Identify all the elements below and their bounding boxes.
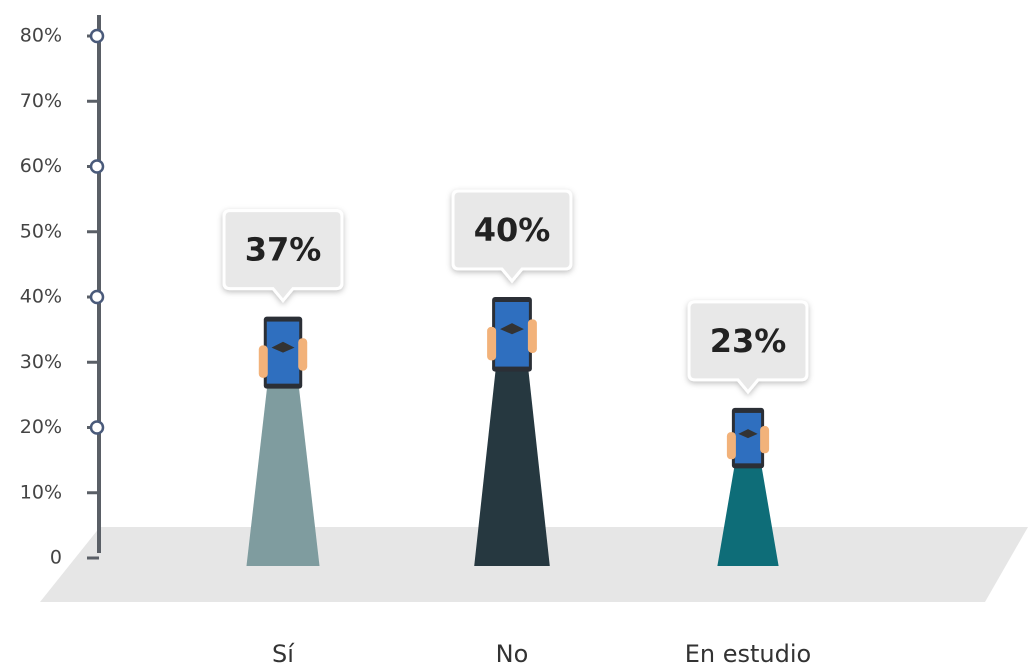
y-tick-label: 30% bbox=[20, 351, 62, 373]
y-tick-label: 40% bbox=[20, 286, 62, 308]
arm-phone bbox=[717, 407, 779, 566]
arm-phone bbox=[474, 297, 550, 566]
y-tick-label: 80% bbox=[20, 25, 62, 47]
fingers bbox=[527, 319, 537, 353]
x-tick-label: En estudio bbox=[685, 640, 811, 668]
cap bbox=[271, 341, 295, 353]
cap bbox=[500, 323, 524, 335]
x-tick-label: No bbox=[496, 640, 529, 668]
x-tick-label: Sí bbox=[272, 640, 295, 668]
screen bbox=[266, 321, 300, 384]
hand bbox=[726, 432, 736, 460]
arm-phone bbox=[246, 316, 320, 566]
tick-marker bbox=[89, 420, 105, 435]
callout bbox=[687, 300, 809, 395]
fingers bbox=[298, 338, 308, 371]
cap bbox=[738, 429, 758, 439]
sleeve bbox=[717, 462, 779, 566]
y-tick-label: 10% bbox=[20, 481, 62, 503]
hand bbox=[258, 345, 268, 378]
tick-marker bbox=[89, 159, 105, 174]
callout bbox=[451, 189, 573, 284]
y-tick-label: 70% bbox=[20, 90, 62, 112]
value-label: 40% bbox=[474, 211, 551, 249]
sleeve bbox=[246, 382, 320, 566]
y-tick-label: 0 bbox=[50, 547, 62, 569]
tick-marker bbox=[89, 28, 105, 44]
y-tick-label: 50% bbox=[20, 220, 62, 242]
y-tick-label: 60% bbox=[20, 155, 62, 177]
callout bbox=[222, 209, 344, 303]
hand bbox=[487, 326, 497, 361]
sleeve bbox=[474, 365, 550, 566]
y-tick-label: 20% bbox=[20, 416, 62, 438]
screen bbox=[495, 302, 529, 367]
value-label: 37% bbox=[245, 231, 322, 269]
fingers bbox=[760, 426, 770, 454]
tick-marker bbox=[89, 289, 105, 305]
value-label: 23% bbox=[710, 322, 787, 360]
